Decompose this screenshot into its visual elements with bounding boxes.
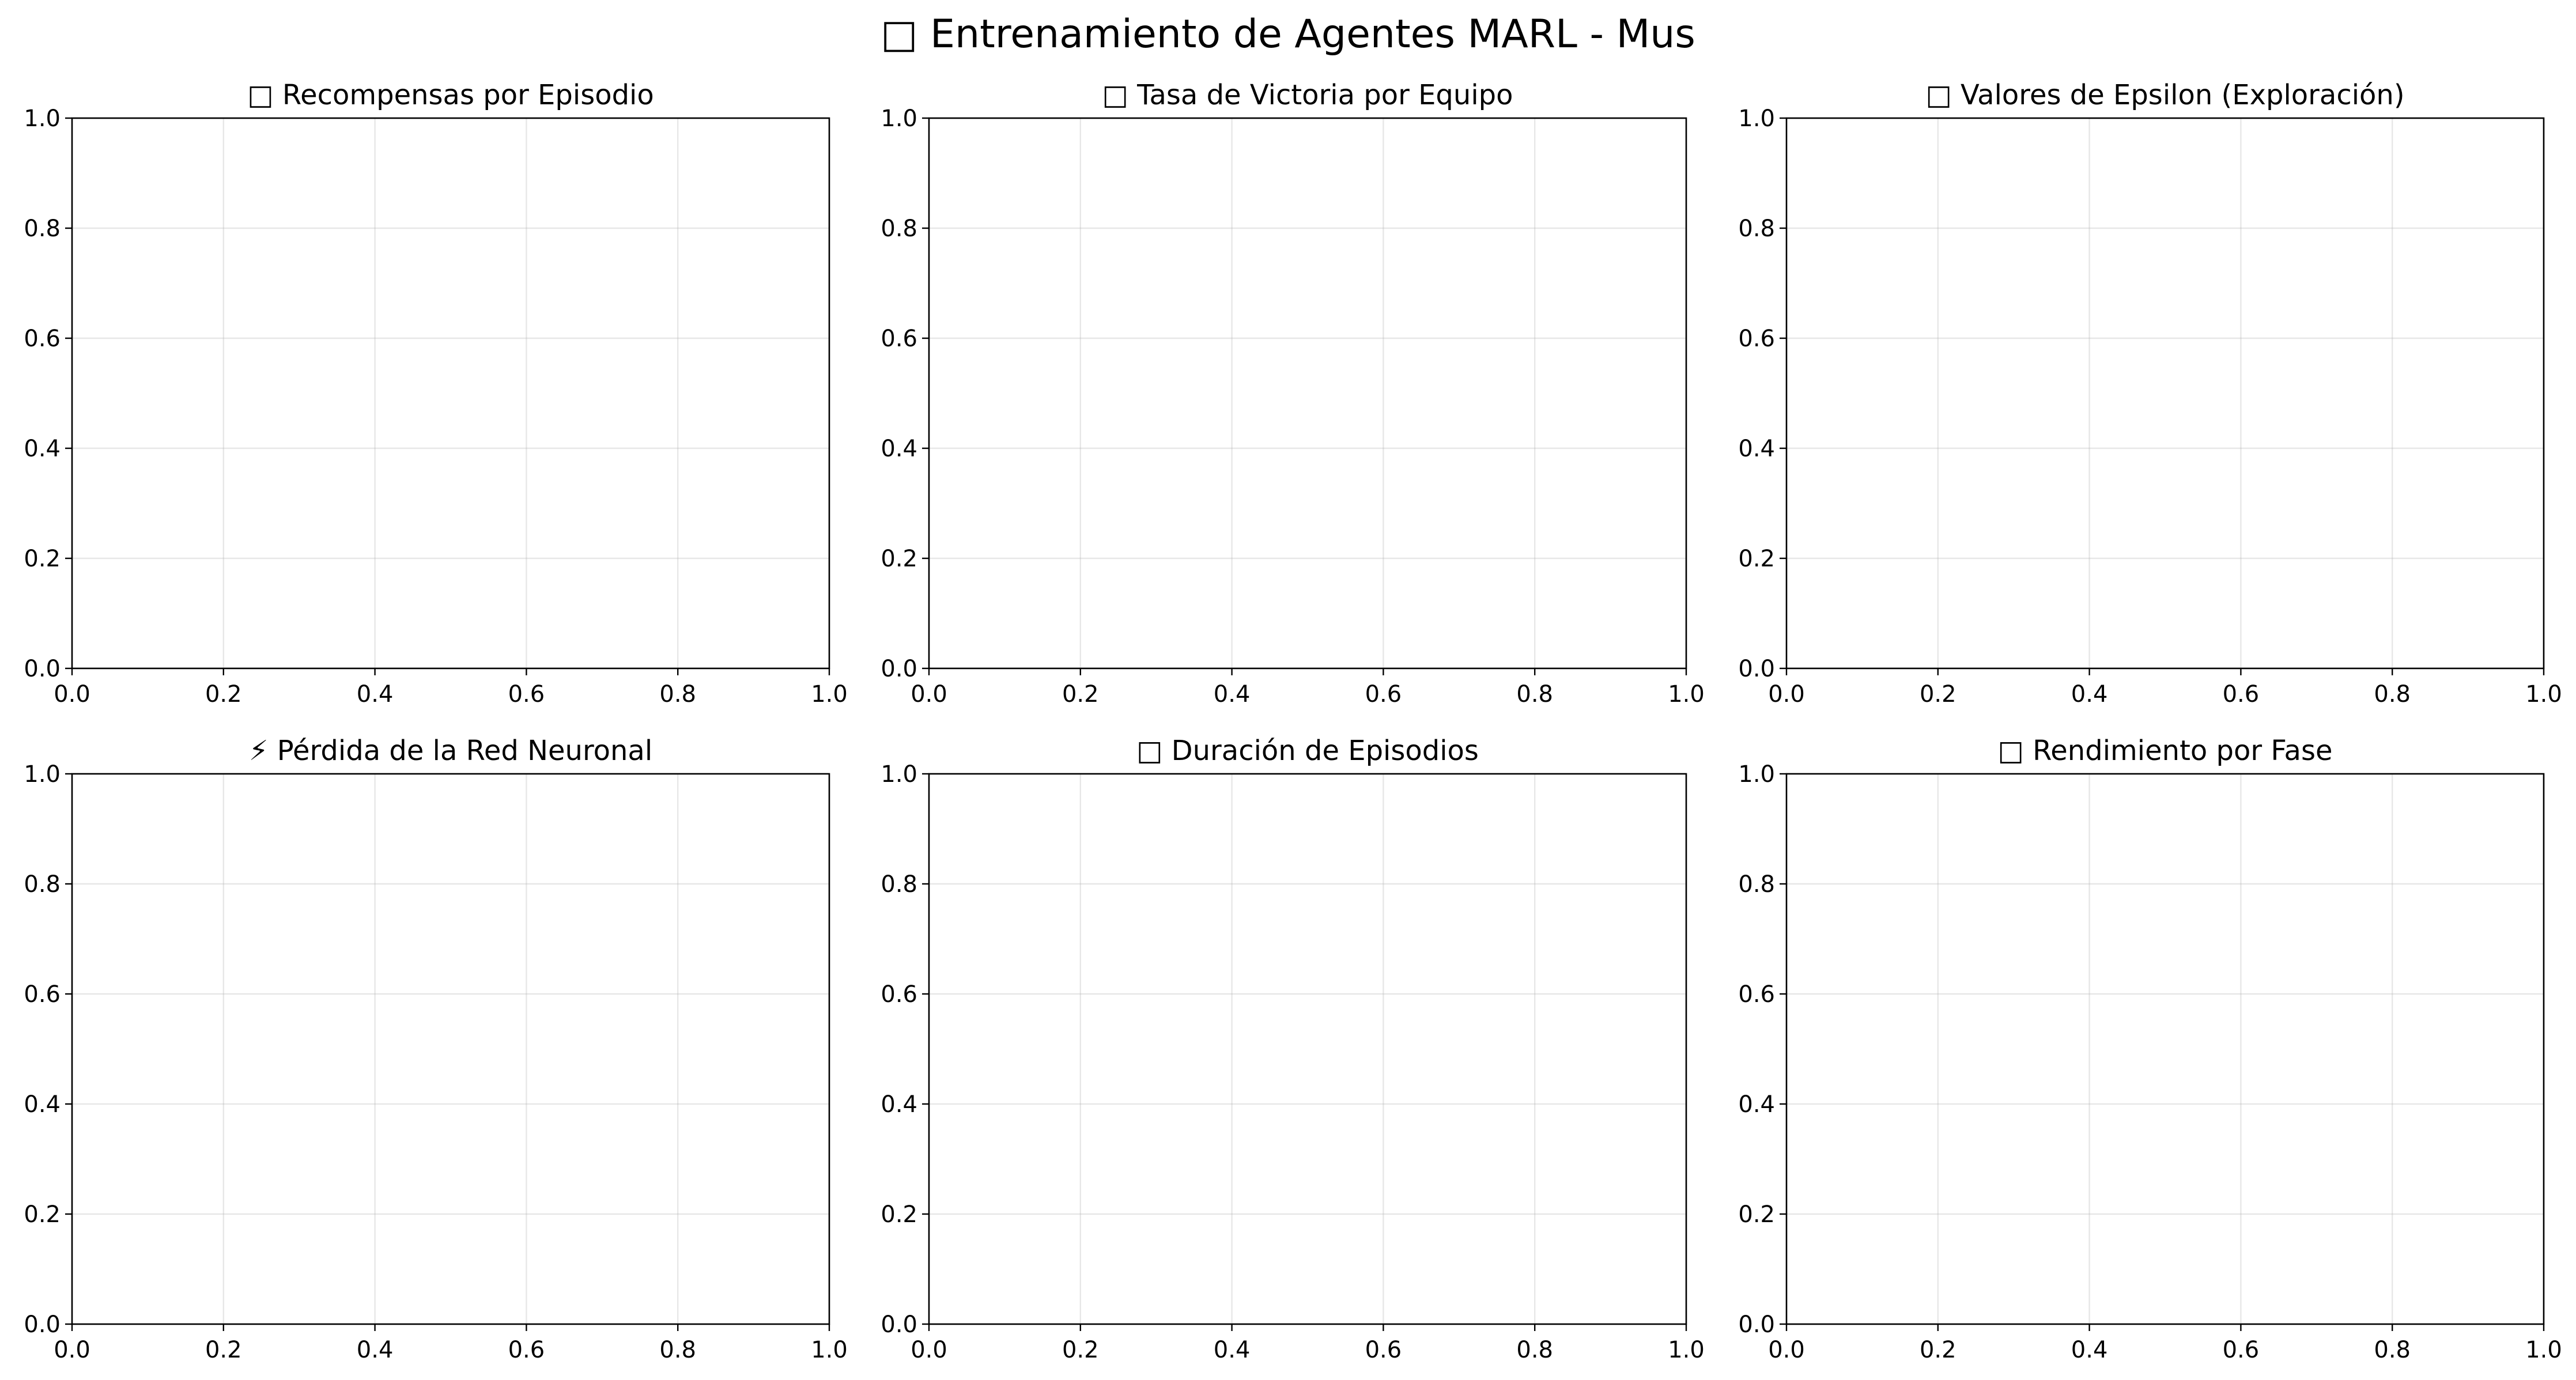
y-tick-label: 1.0 <box>24 105 61 132</box>
x-tick-label: 1.0 <box>2525 1337 2562 1363</box>
y-tick-label: 0.0 <box>24 656 61 682</box>
y-tick-label: 0.8 <box>24 871 61 898</box>
x-tick-label: 0.8 <box>2374 681 2411 708</box>
x-tick-label: 0.4 <box>2071 1337 2108 1363</box>
plot-area <box>72 774 829 1324</box>
x-tick-label: 0.2 <box>205 681 242 708</box>
x-tick-label: 0.6 <box>2223 681 2260 708</box>
x-tick-label: 0.0 <box>911 681 947 708</box>
y-tick-label: 1.0 <box>1738 761 1775 788</box>
subplot-title: □ Duración de Episodios <box>1136 735 1479 767</box>
y-tick-label: 0.2 <box>881 1201 917 1228</box>
x-tick-label: 0.0 <box>54 1337 90 1363</box>
y-tick-label: 0.6 <box>1738 981 1775 1008</box>
y-tick-label: 1.0 <box>1738 105 1775 132</box>
y-tick-label: 0.0 <box>881 1311 917 1338</box>
subplot-2: 0.0 0.2 0.4 0.6 0.8 1.0 0.0 0.2 0.4 0.6 0.8 1.0 □ Ta… <box>881 79 1704 708</box>
x-tick-label: 0.6 <box>2223 1337 2260 1363</box>
subplot-title: □ Tasa de Victoria por Equipo <box>1102 79 1513 111</box>
y-tick-label: 1.0 <box>24 761 61 788</box>
x-tick-label: 0.2 <box>1062 681 1099 708</box>
x-tick-label: 0.4 <box>357 681 394 708</box>
subplot-4: 0.0 0.2 0.4 0.6 0.8 1.0 0.0 0.2 0.4 0.6 0.8 1.0 ⚡ Pé… <box>24 735 847 1363</box>
subplot-title: ⚡ Pérdida de la Red Neuronal <box>249 735 652 767</box>
x-tick-label: 0.8 <box>2374 1337 2411 1363</box>
y-tick-label: 0.8 <box>881 215 917 242</box>
y-tick-label: 0.8 <box>1738 871 1775 898</box>
y-tick-label: 0.4 <box>24 436 61 462</box>
subplot-title: □ Valores de Epsilon (Exploración) <box>1925 79 2404 111</box>
subplot-5: 0.0 0.2 0.4 0.6 0.8 1.0 0.0 0.2 0.4 0.6 0.8 1.0 □ Du… <box>881 735 1704 1363</box>
axes-frame <box>928 117 1687 670</box>
x-tick-label: 0.4 <box>1214 681 1251 708</box>
x-tick-label: 0.6 <box>1365 1337 1402 1363</box>
x-tick-label: 0.0 <box>1768 681 1805 708</box>
subplot-6: 0.0 0.2 0.4 0.6 0.8 1.0 0.0 0.2 0.4 0.6 0.8 1.0 □ Re… <box>1738 735 2562 1363</box>
y-tick-label: 0.6 <box>24 981 61 1008</box>
x-tick-label: 0.8 <box>659 1337 696 1363</box>
axes-frame <box>1785 117 2545 670</box>
axes-frame <box>928 773 1687 1325</box>
y-tick-label: 0.8 <box>24 215 61 242</box>
subplot-1: 0.0 0.2 0.4 0.6 0.8 1.0 0.0 0.2 0.4 0.6 0.8 1.0 □ Re… <box>24 79 847 708</box>
y-tick-label: 0.2 <box>24 546 61 572</box>
x-tick-label: 0.8 <box>1516 1337 1553 1363</box>
axes-frame <box>71 773 830 1325</box>
plot-area <box>929 774 1686 1324</box>
y-tick-label: 0.6 <box>881 981 917 1008</box>
x-tick-label: 0.6 <box>508 1337 545 1363</box>
y-tick-label: 0.0 <box>24 1311 61 1338</box>
x-tick-label: 1.0 <box>2525 681 2562 708</box>
y-tick-label: 0.6 <box>881 326 917 352</box>
y-tick-label: 0.2 <box>881 546 917 572</box>
x-tick-label: 0.4 <box>357 1337 394 1363</box>
y-tick-label: 0.0 <box>1738 656 1775 682</box>
subplot-title: □ Rendimiento por Fase <box>1997 735 2332 767</box>
y-tick-label: 0.6 <box>1738 326 1775 352</box>
x-tick-label: 1.0 <box>811 1337 848 1363</box>
y-tick-label: 0.4 <box>881 1091 917 1118</box>
y-tick-label: 0.8 <box>1738 215 1775 242</box>
y-tick-label: 0.4 <box>881 436 917 462</box>
y-tick-label: 0.2 <box>1738 546 1775 572</box>
y-tick-label: 0.8 <box>881 871 917 898</box>
y-tick-label: 0.4 <box>1738 1091 1775 1118</box>
axes-frame <box>71 117 830 670</box>
x-tick-label: 0.8 <box>1516 681 1553 708</box>
y-tick-label: 1.0 <box>881 105 917 132</box>
x-tick-label: 0.0 <box>1768 1337 1805 1363</box>
plot-area <box>72 118 829 668</box>
x-tick-label: 0.2 <box>1920 681 1956 708</box>
axes-frame <box>1785 773 2545 1325</box>
y-tick-label: 0.4 <box>24 1091 61 1118</box>
x-tick-label: 0.2 <box>1062 1337 1099 1363</box>
x-tick-label: 1.0 <box>1668 681 1705 708</box>
y-tick-label: 0.2 <box>1738 1201 1775 1228</box>
y-tick-label: 0.2 <box>24 1201 61 1228</box>
y-tick-label: 0.6 <box>24 326 61 352</box>
x-tick-label: 0.4 <box>1214 1337 1251 1363</box>
y-tick-label: 0.0 <box>881 656 917 682</box>
x-tick-label: 0.8 <box>659 681 696 708</box>
y-tick-label: 0.4 <box>1738 436 1775 462</box>
subplot-title: □ Recompensas por Episodio <box>247 79 654 111</box>
x-tick-label: 1.0 <box>1668 1337 1705 1363</box>
plot-area <box>929 118 1686 668</box>
x-tick-label: 1.0 <box>811 681 848 708</box>
x-tick-label: 0.0 <box>54 681 90 708</box>
x-tick-label: 0.0 <box>911 1337 947 1363</box>
x-tick-label: 0.6 <box>1365 681 1402 708</box>
x-tick-label: 0.2 <box>205 1337 242 1363</box>
x-tick-label: 0.6 <box>508 681 545 708</box>
subplot-3: 0.0 0.2 0.4 0.6 0.8 1.0 0.0 0.2 0.4 0.6 0.8 1.0 □ Va… <box>1738 79 2562 708</box>
x-tick-label: 0.2 <box>1920 1337 1956 1363</box>
plot-area <box>1786 118 2544 668</box>
y-tick-label: 1.0 <box>881 761 917 788</box>
y-tick-label: 0.0 <box>1738 1311 1775 1338</box>
figure-title: □ Entrenamiento de Agentes MARL - Mus <box>881 12 1695 57</box>
x-tick-label: 0.4 <box>2071 681 2108 708</box>
plot-area <box>1786 774 2544 1324</box>
